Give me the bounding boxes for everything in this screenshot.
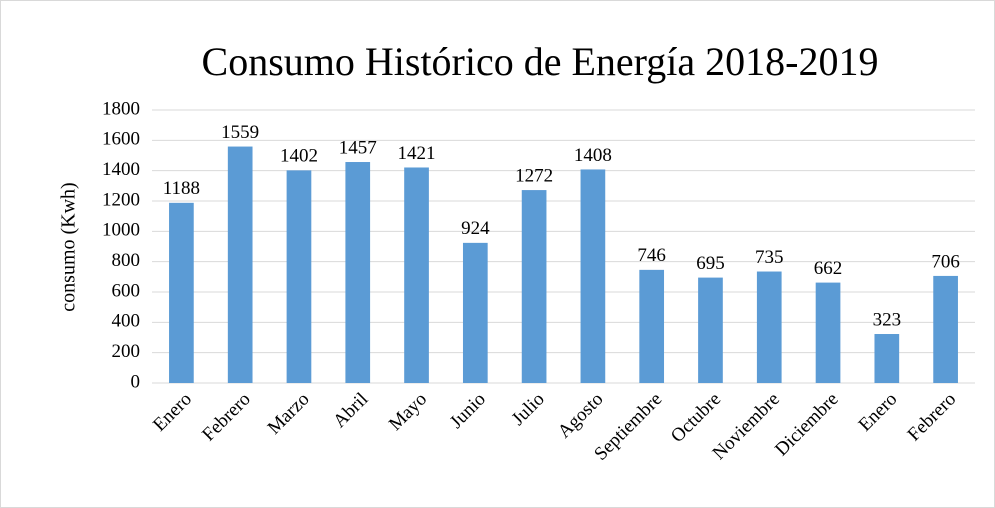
y-axis-label: consumo (Kwh) [58,182,80,311]
y-tick-label: 400 [112,311,141,332]
y-tick-label: 1800 [102,98,140,119]
data-label: 706 [931,251,960,272]
bar [698,277,723,383]
y-tick-label: 1000 [102,220,140,241]
bar [639,269,665,383]
data-label: 1272 [515,165,553,186]
data-label: 1421 [398,143,436,164]
bar [874,334,900,383]
bar [227,146,253,383]
y-tick-label: 600 [112,280,141,301]
bar [286,170,312,383]
bar [521,190,547,383]
data-label: 1402 [280,146,318,167]
data-label: 746 [637,245,666,266]
data-label: 662 [814,258,843,279]
data-label: 735 [755,247,784,268]
bar [462,242,488,383]
bar [815,282,841,383]
y-tick-label: 200 [112,341,141,362]
chart-title: Consumo Histórico de Energía 2018-2019 [202,39,879,84]
data-label: 924 [461,218,490,239]
y-tick-label: 1400 [102,159,140,180]
data-label: 695 [696,253,725,274]
y-tick-label: 1600 [102,129,140,150]
y-tick-label: 0 [131,371,141,392]
data-label: 1408 [574,145,612,166]
bar [345,162,371,383]
y-tick-label: 1200 [102,189,140,210]
data-label: 1188 [163,178,200,199]
bar [404,167,429,383]
bar [169,202,194,383]
data-label: 1457 [339,137,377,158]
bar [580,169,606,383]
bar [933,275,958,383]
data-label: 1559 [221,122,259,143]
data-label: 323 [873,309,902,330]
bar [756,271,782,383]
y-tick-label: 800 [112,250,141,271]
